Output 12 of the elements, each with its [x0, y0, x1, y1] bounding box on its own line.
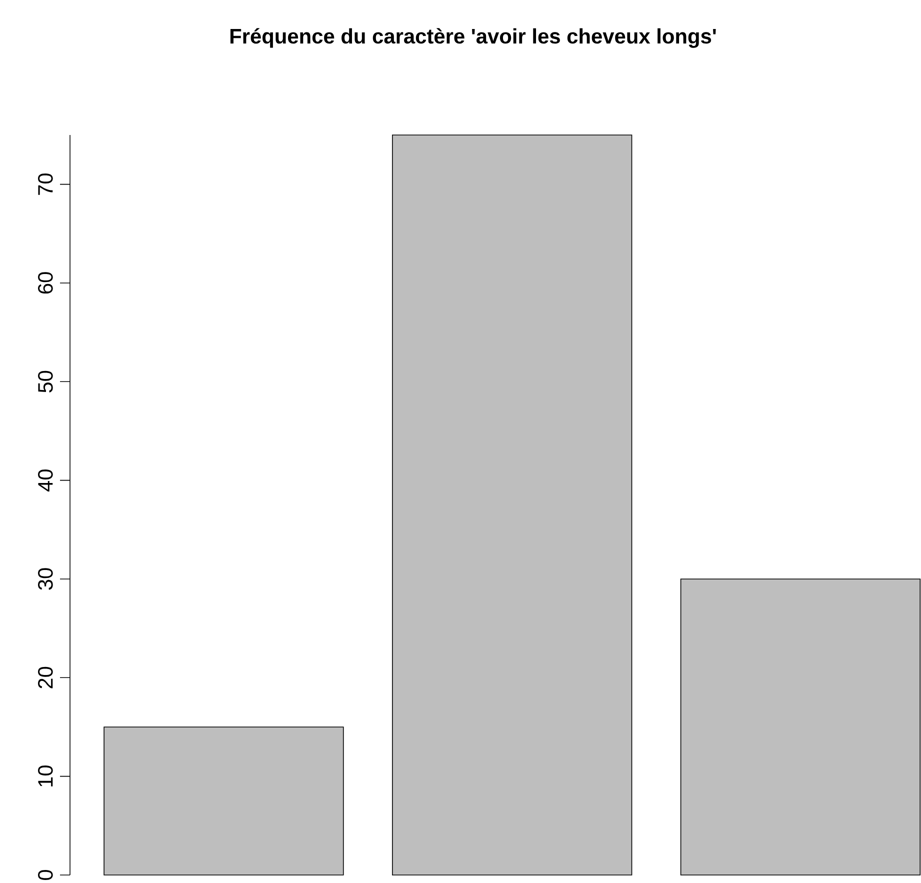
y-tick-label: 40	[38, 470, 53, 492]
chart-title: Fréquence du caractère 'avoir les cheveux longs'	[230, 28, 716, 48]
bar	[392, 134, 632, 876]
y-tick-label: 10	[38, 766, 53, 786]
y-tick-label: 30	[38, 568, 53, 590]
y-tick-label: 20	[38, 666, 53, 688]
y-tick-label: 50	[38, 370, 53, 392]
bar	[680, 578, 921, 876]
y-tick-label: 60	[38, 272, 53, 294]
y-tick-label: 70	[38, 174, 53, 195]
bar	[104, 726, 344, 876]
y-tick-label: 0	[38, 870, 53, 880]
